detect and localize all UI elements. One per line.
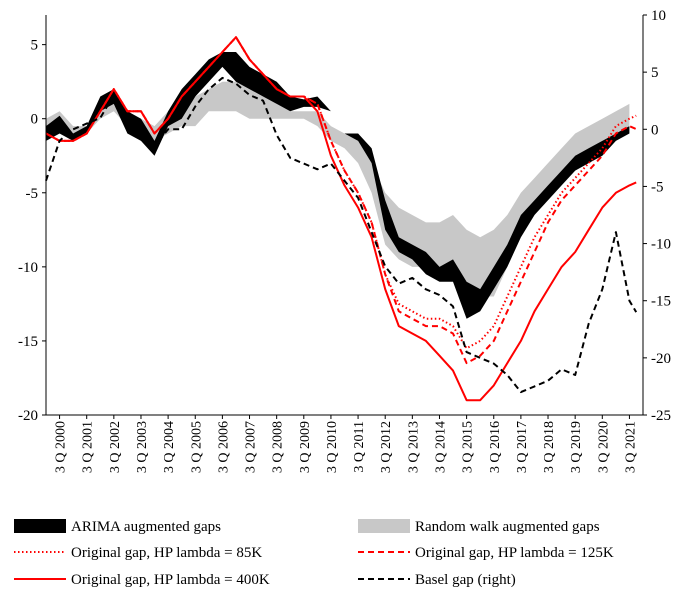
right-tick-label: 0 [651, 122, 659, 138]
x-tick-label: 3 Q 2010 [325, 421, 340, 473]
left-tick-label: 0 [31, 112, 39, 128]
x-tick-label: 3 Q 2000 [54, 421, 69, 473]
left-tick-label: -15 [18, 334, 38, 350]
right-tick-label: -25 [651, 408, 671, 424]
band-random-walk-augmented-gaps [46, 81, 630, 297]
x-tick-label: 3 Q 2018 [542, 421, 557, 473]
line-original-gap-hp-lambda-400k [45, 36, 637, 402]
left-tick-label: -10 [18, 260, 38, 276]
legend-label: ARIMA augmented gaps [71, 519, 221, 535]
legend: ARIMA augmented gaps Random walk augmente… [14, 519, 614, 588]
x-tick-label: 3 Q 2021 [623, 421, 638, 473]
right-tick-label: -5 [651, 179, 664, 195]
x-tick-label: 3 Q 2020 [596, 421, 611, 473]
x-tick-label: 3 Q 2002 [108, 421, 123, 473]
legend-label: Random walk augmented gaps [415, 519, 600, 535]
x-tick-label: 3 Q 2015 [461, 421, 476, 473]
x-tick-label: 3 Q 2005 [189, 421, 204, 473]
legend-label: Original gap, HP lambda = 125K [415, 545, 614, 561]
lines-layer [45, 36, 638, 402]
right-tick-label: -15 [651, 294, 671, 310]
legend-label: Basel gap (right) [415, 572, 516, 588]
right-tick-label: -10 [651, 237, 671, 253]
left-tick-label: 5 [31, 38, 39, 54]
legend-swatch [358, 519, 410, 533]
axes-layer [45, 15, 644, 416]
x-tick-label: 3 Q 2008 [271, 421, 286, 473]
x-tick-label: 3 Q 2007 [244, 421, 259, 473]
x-tick-label: 3 Q 2004 [162, 421, 177, 473]
x-tick-label: 3 Q 2016 [488, 421, 503, 473]
x-tick-label: 3 Q 2013 [406, 421, 421, 473]
x-tick-label: 3 Q 2011 [352, 421, 367, 473]
right-axis-ticks: -25 -20 -15 -10 -5 0 5 10 [643, 8, 671, 424]
left-tick-label: -5 [26, 186, 39, 202]
legend-label: Original gap, HP lambda = 400K [71, 572, 270, 588]
x-tick-label: 3 Q 2017 [515, 421, 530, 473]
x-tick-label: 3 Q 2014 [433, 421, 448, 473]
legend-label: Original gap, HP lambda = 85K [71, 545, 262, 561]
right-tick-label: 10 [651, 8, 666, 24]
bands-layer [46, 52, 630, 319]
right-tick-label: 5 [651, 65, 659, 81]
legend-swatch [14, 519, 66, 533]
left-axis-ticks: -20 -15 -10 -5 0 5 [18, 38, 46, 424]
x-tick-label: 3 Q 2009 [298, 421, 313, 473]
x-axis-ticks: 3 Q 2000 3 Q 2001 3 Q 2002 3 Q 2003 3 Q 2004… [54, 415, 638, 473]
right-tick-label: -20 [651, 351, 671, 367]
x-tick-label: 3 Q 2012 [379, 421, 394, 473]
x-tick-label: 3 Q 2006 [216, 421, 231, 473]
x-tick-label: 3 Q 2001 [81, 421, 96, 473]
left-tick-label: -20 [18, 408, 38, 424]
x-tick-label: 3 Q 2003 [135, 421, 150, 473]
line-basel-gap-right [45, 76, 638, 394]
x-tick-label: 3 Q 2019 [569, 421, 584, 473]
